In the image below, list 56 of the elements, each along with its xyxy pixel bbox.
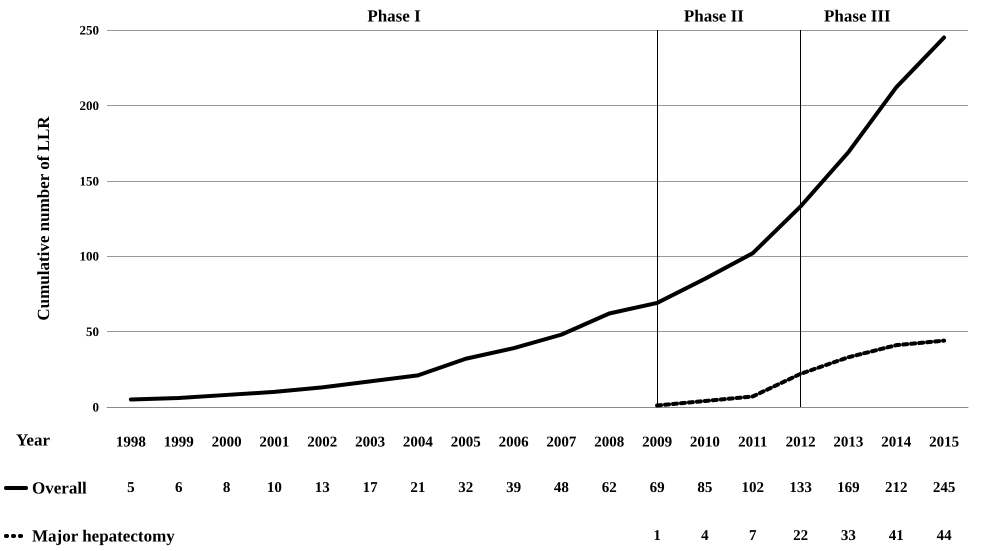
data-label: 13 <box>314 480 330 496</box>
x-tick-label: 2005 <box>450 434 481 450</box>
data-label: 62 <box>602 480 617 496</box>
y-tick-label: 100 <box>80 248 99 264</box>
x-tick-label: 2003 <box>355 434 386 450</box>
data-label: 133 <box>789 480 812 496</box>
x-tick-label: 2004 <box>402 434 434 450</box>
data-label: 212 <box>885 480 908 496</box>
data-label: 39 <box>506 480 522 496</box>
x-tick-label: 2013 <box>833 434 864 450</box>
data-label: 4 <box>701 528 710 544</box>
x-tick-label: 2012 <box>786 434 816 450</box>
data-label: 7 <box>749 528 757 544</box>
data-label: 10 <box>266 480 282 496</box>
data-label: 17 <box>362 480 378 496</box>
y-tick-label: 150 <box>80 173 99 188</box>
y-tick-label: 0 <box>92 400 99 414</box>
legend-label: Major hepatectomy <box>32 526 176 546</box>
legend-label: Overall <box>32 478 88 498</box>
x-tick-label: 1999 <box>164 434 194 450</box>
x-tick-label: 2014 <box>881 434 912 450</box>
data-label: 22 <box>793 528 808 544</box>
data-label: 48 <box>554 480 569 496</box>
y-axis-title: Cumulative number of LLR <box>34 116 53 321</box>
x-tick-label: 2001 <box>259 434 290 450</box>
x-tick-label: 2010 <box>690 434 720 450</box>
data-label: 85 <box>697 480 712 496</box>
x-tick-label: 2008 <box>594 434 624 450</box>
x-tick-label: 1998 <box>116 434 146 450</box>
text: Phase I <box>367 6 422 26</box>
data-label: 245 <box>932 480 956 496</box>
data-label: 21 <box>410 480 426 496</box>
text: Phase III <box>824 6 892 26</box>
x-tick-label: 2000 <box>212 434 242 450</box>
data-label: 5 <box>127 480 135 496</box>
data-label: 69 <box>650 480 665 496</box>
data-label: 8 <box>222 480 230 496</box>
x-axis-title: Year <box>16 430 50 450</box>
x-tick-label: 2015 <box>929 434 960 450</box>
data-label: 1 <box>653 528 661 544</box>
x-tick-label: 2006 <box>498 434 530 450</box>
data-label: 33 <box>840 528 856 544</box>
y-tick-label: 50 <box>86 324 99 340</box>
data-label: 41 <box>888 528 904 544</box>
y-tick-label: 250 <box>80 22 99 38</box>
data-label: 169 <box>837 480 860 496</box>
data-label: 6 <box>175 480 183 496</box>
x-tick-label: 2002 <box>307 434 338 450</box>
text: Phase II <box>684 6 744 26</box>
x-tick-label: 2007 <box>546 434 577 450</box>
y-tick-label: 200 <box>80 98 99 113</box>
data-label: 44 <box>936 528 952 544</box>
data-label: 32 <box>458 480 474 496</box>
data-label: 102 <box>742 480 764 496</box>
x-tick-label: 2011 <box>738 434 768 450</box>
x-tick-label: 2009 <box>642 434 672 450</box>
